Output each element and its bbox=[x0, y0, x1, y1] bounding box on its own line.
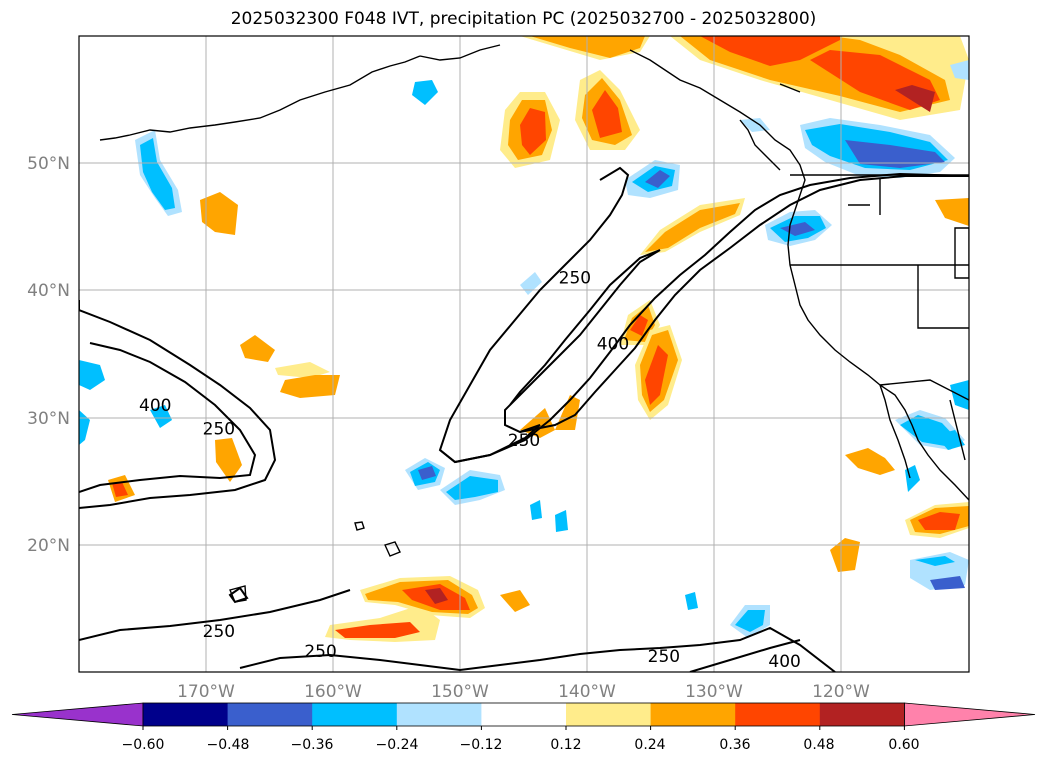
colorbar-bin bbox=[312, 703, 398, 726]
colorbar-extend-max bbox=[904, 702, 1036, 727]
contour-label: 250 bbox=[648, 647, 680, 667]
lon-label: 130°W bbox=[685, 682, 743, 702]
colorbar-tick-label: −0.48 bbox=[207, 737, 250, 753]
colorbar-tick-labels: −0.60 −0.48 −0.36 −0.24 −0.12 0.12 0.24 … bbox=[122, 737, 920, 753]
contour-label: 250 bbox=[304, 642, 336, 662]
contour-label: 400 bbox=[768, 652, 800, 672]
longitude-labels: 170°W 160°W 150°W 140°W 130°W 120°W bbox=[177, 682, 870, 702]
ivt-contours bbox=[79, 166, 969, 672]
colorbar-tick-label: −0.12 bbox=[460, 737, 503, 753]
lat-label: 30°N bbox=[27, 409, 70, 429]
contour-label: 400 bbox=[597, 335, 629, 355]
colorbar-bin bbox=[819, 703, 905, 726]
colorbar-extend-min bbox=[11, 702, 144, 727]
colorbar-bin bbox=[481, 703, 567, 726]
contour-label: 250 bbox=[203, 622, 235, 642]
lon-label: 160°W bbox=[304, 682, 362, 702]
contour-label: 250 bbox=[203, 419, 235, 439]
lat-label: 50°N bbox=[27, 154, 70, 174]
lon-label: 170°W bbox=[177, 682, 235, 702]
colorbar-bin bbox=[227, 703, 313, 726]
lat-label: 40°N bbox=[27, 281, 70, 301]
map-frame bbox=[78, 35, 970, 673]
lon-label: 140°W bbox=[558, 682, 616, 702]
colorbar-bin bbox=[566, 703, 652, 726]
chart-title: 2025032300 F048 IVT, precipitation PC (2… bbox=[230, 9, 817, 29]
lon-label: 150°W bbox=[431, 682, 489, 702]
lat-label: 20°N bbox=[27, 536, 70, 556]
colorbar-tick-label: 0.36 bbox=[719, 737, 750, 753]
colorbar-bin bbox=[396, 703, 482, 726]
colorbar-frame bbox=[142, 702, 905, 727]
contour-label: 250 bbox=[559, 269, 591, 289]
colorbar-tick-label: 0.24 bbox=[634, 737, 665, 753]
colorbar-tick-label: 0.60 bbox=[888, 737, 919, 753]
colorbar-tick-label: 0.12 bbox=[550, 737, 581, 753]
contour-label: 250 bbox=[508, 431, 540, 451]
coastlines bbox=[99, 44, 969, 603]
colorbar-tick-label: 0.48 bbox=[803, 737, 834, 753]
colorbar-bin bbox=[735, 703, 821, 726]
colorbar-tick-label: −0.60 bbox=[122, 737, 165, 753]
contour-label: 400 bbox=[139, 396, 171, 416]
colorbar-bin bbox=[650, 703, 736, 726]
latitude-labels: 50°N 40°N 30°N 20°N bbox=[27, 154, 70, 556]
lon-label: 120°W bbox=[812, 682, 870, 702]
colorbar bbox=[11, 702, 1036, 730]
colorbar-bin bbox=[143, 703, 229, 726]
colorbar-tick-label: −0.36 bbox=[291, 737, 334, 753]
colorbar-tick-label: −0.24 bbox=[376, 737, 419, 753]
contour-labels: 250 400 250 400 250 250 250 250 400 bbox=[139, 269, 801, 672]
